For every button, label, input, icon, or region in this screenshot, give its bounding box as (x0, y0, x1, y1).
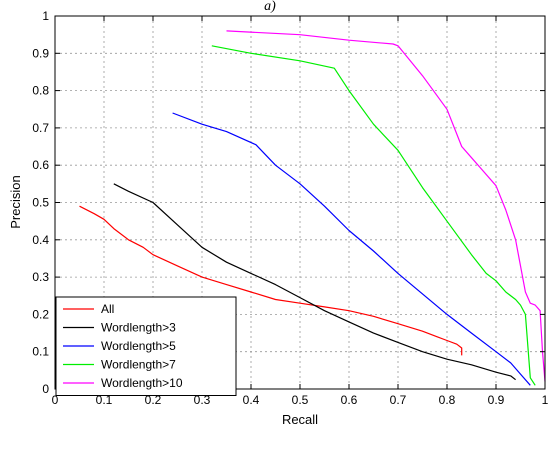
series-line-5 (226, 30, 546, 382)
series-line-2 (113, 183, 516, 381)
legend-label: Wordlength>10 (101, 376, 183, 390)
caption: a) (264, 0, 276, 14)
y-tick-label: 0.5 (32, 196, 49, 210)
x-tick-label: 0.6 (341, 393, 358, 407)
y-tick-label: 0.2 (32, 307, 49, 321)
y-tick-label: 0 (42, 382, 49, 396)
x-tick-label: 0.3 (194, 393, 211, 407)
legend-label: All (101, 302, 114, 316)
x-tick-label: 0.8 (439, 393, 456, 407)
y-tick-label: 0.9 (32, 46, 49, 60)
series-line-1 (79, 205, 463, 356)
x-tick-label: 0.2 (145, 393, 162, 407)
legend-label: Wordlength>5 (101, 339, 176, 353)
x-tick-label: 0.5 (292, 393, 309, 407)
y-tick-label: 0.1 (32, 345, 49, 359)
y-axis-title: Precision (8, 175, 23, 228)
y-tick-label: 0.7 (32, 121, 49, 135)
y-tick-label: 0.8 (32, 84, 49, 98)
x-tick-label: 1 (542, 393, 549, 407)
y-tick-label: 0.4 (32, 233, 49, 247)
series-line-3 (172, 112, 531, 386)
legend-label: Wordlength>3 (101, 321, 176, 335)
legend-label: Wordlength>7 (101, 358, 176, 372)
axis-ticks: 0 0.1 0.2 0.3 0.4 0.5 0.6 0.7 0.8 0.9 1 0 0.1 0.2 0.3 0… (32, 9, 548, 407)
x-axis-title: Recall (282, 412, 318, 427)
legend: All Wordlength>3 Wordlength>5 Wordlength>7 W… (55, 296, 237, 396)
y-tick-label: 1 (42, 9, 49, 23)
y-tick-label: 0.6 (32, 158, 49, 172)
y-tick-label: 0.3 (32, 270, 49, 284)
series-lines (79, 30, 546, 386)
x-tick-label: 0.4 (243, 393, 260, 407)
x-tick-label: 0.9 (488, 393, 505, 407)
x-tick-label: 0 (52, 393, 59, 407)
x-tick-label: 0.7 (390, 393, 407, 407)
x-tick-label: 0.1 (96, 393, 113, 407)
series-line-4 (211, 45, 536, 386)
